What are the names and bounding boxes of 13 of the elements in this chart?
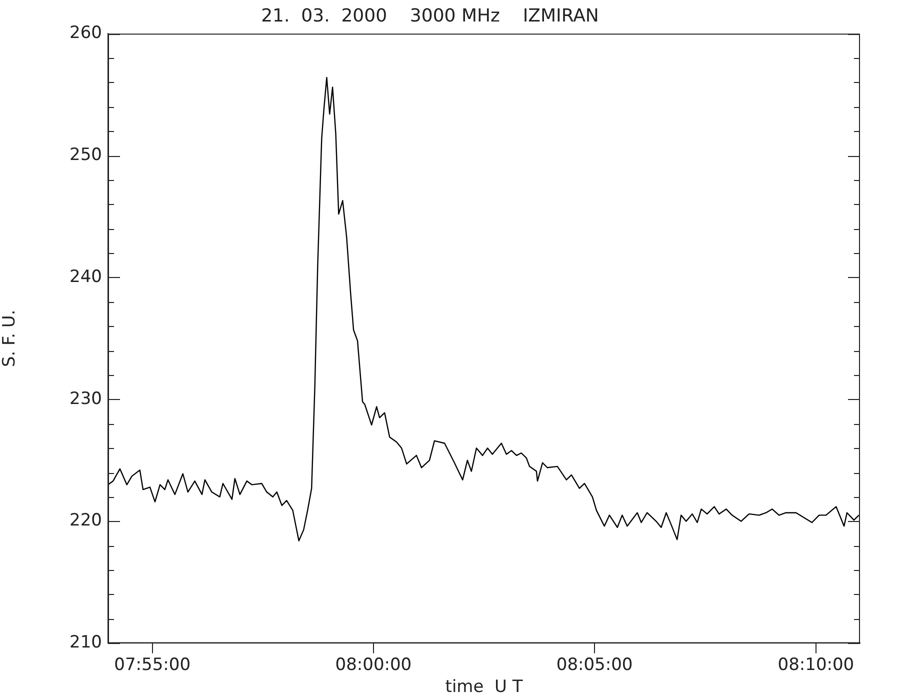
x-tick-label: 07:55:00 bbox=[114, 654, 191, 675]
y-axis-title: S. F. U. bbox=[0, 310, 20, 368]
y-tick-label: 260 bbox=[70, 23, 102, 44]
y-tick-label: 230 bbox=[70, 388, 102, 409]
y-tick-label: 250 bbox=[70, 144, 102, 165]
y-tick-label: 240 bbox=[70, 266, 102, 287]
x-tick-label: 08:10:00 bbox=[778, 654, 854, 675]
x-axis-title: time U T bbox=[445, 677, 524, 698]
x-tick-label: 08:05:00 bbox=[556, 654, 633, 675]
chart-title: 21. 03. 2000 3000 MHz IZMIRAN bbox=[261, 5, 599, 26]
x-tick-label: 08:00:00 bbox=[335, 654, 412, 675]
y-tick-label: 220 bbox=[70, 510, 102, 531]
y-tick-label: 210 bbox=[70, 632, 102, 653]
